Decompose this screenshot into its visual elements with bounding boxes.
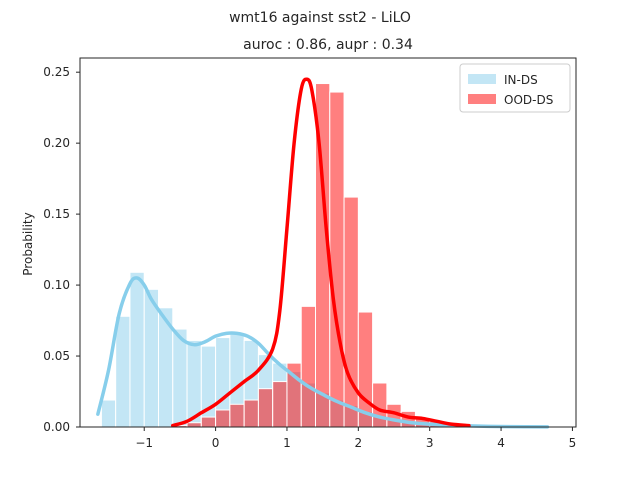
bar-ood-ds-14 [372,382,388,428]
bar-ood-ds-5 [243,399,259,428]
kde-line-ood-ds [171,77,471,428]
chart-title: auroc : 0.86, aupr : 0.34 [243,37,413,53]
bar-ood-ds-3 [215,409,231,428]
y-tick-label: 0.15 [43,207,70,221]
kde-line-in-ds [96,276,550,429]
y-tick-label: 0.20 [43,136,70,150]
legend-label-ood-ds: OOD-DS [504,93,553,107]
bar-in-ds-0 [100,399,117,428]
legend-swatch-ood-ds [468,94,496,104]
bar-in-ds-5 [172,328,188,428]
legend-swatch-in-ds [468,74,496,84]
bar-in-ds-2 [129,271,145,428]
legend-label-in-ds: IN-DS [504,73,538,87]
bar-ood-ds-7 [272,381,288,428]
bar-in-ds-3 [143,288,160,428]
y-tick-label: 0.25 [43,65,70,79]
bar-ood-ds-11 [329,91,345,428]
x-tick-label: 1 [283,436,291,450]
y-tick-label: 0.00 [43,420,70,434]
bar-ood-ds-9 [300,305,317,428]
chart-suptitle: wmt16 against sst2 - LiLO [229,10,411,26]
bar-ood-ds-6 [257,388,274,428]
x-tick-label: −1 [135,436,153,450]
kde-layer [96,77,550,429]
legend: IN-DS OOD-DS [459,63,571,113]
x-tick-label: 0 [212,436,220,450]
bar-in-ds-7 [200,345,217,428]
x-tick-label: 3 [426,436,434,450]
y-tick-label: 0.05 [43,349,70,363]
bar-in-ds-1 [115,315,131,428]
x-tick-label: 4 [497,436,505,450]
x-tick-label: 2 [355,436,363,450]
y-axis-label: Probability [21,212,35,275]
plot-frame [79,57,577,428]
y-tick-label: 0.10 [43,278,70,292]
bar-ood-ds-2 [200,416,217,428]
axes-layer: −1 0 1 2 3 4 5 0.00 0.05 0.10 0.15 0.20 0.25 [43,57,577,450]
bar-ood-ds-4 [229,403,245,428]
bar-ood-ds-1 [186,422,202,428]
x-tick-label: 5 [569,436,577,450]
